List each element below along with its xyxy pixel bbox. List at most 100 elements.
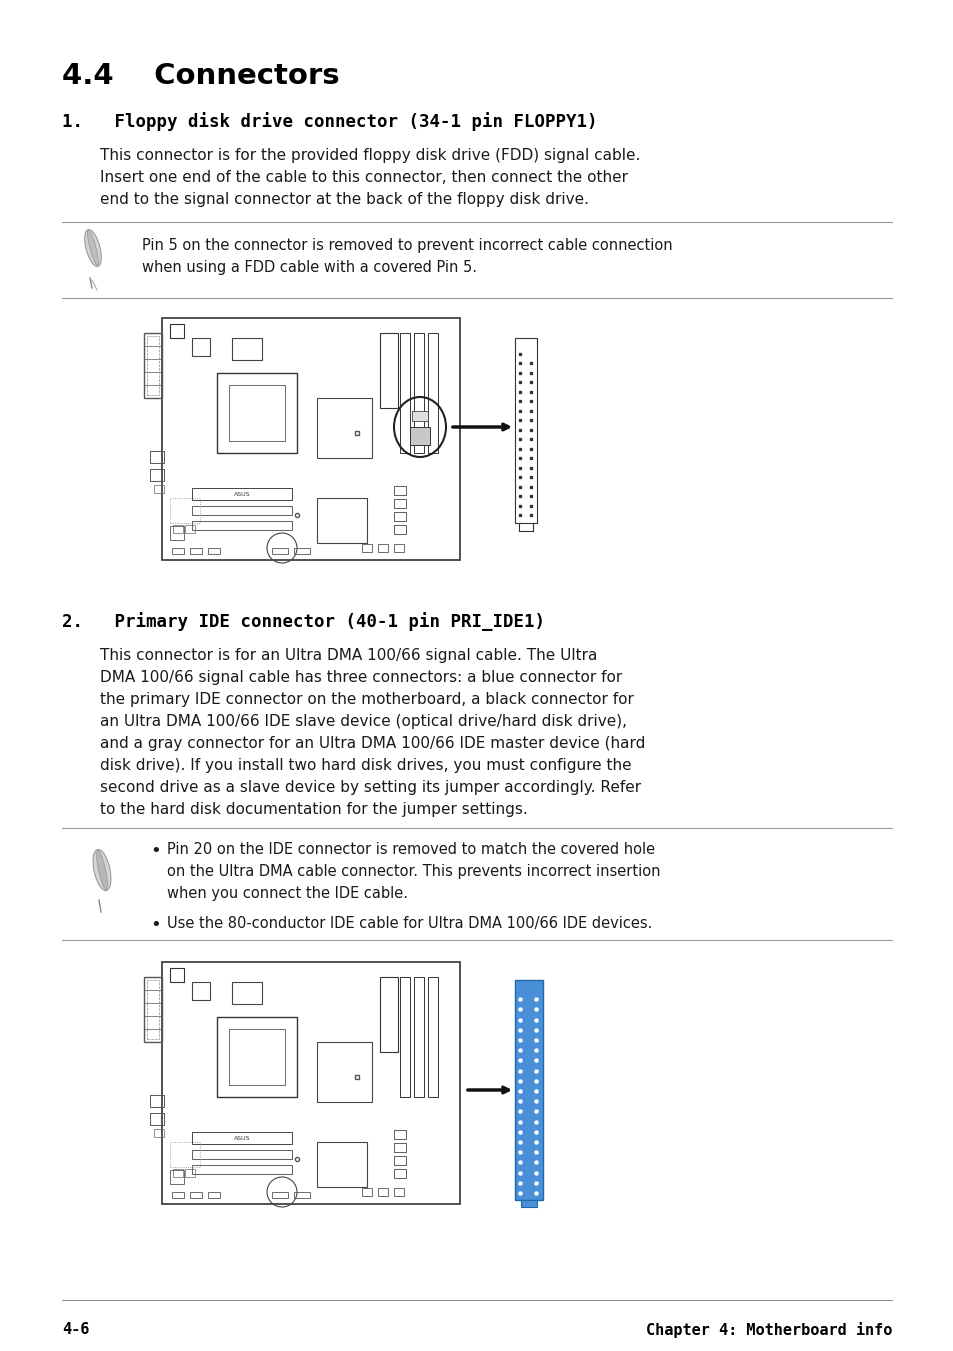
Bar	[192, 488, 292, 500]
Ellipse shape	[85, 230, 101, 266]
Bar	[272, 549, 288, 554]
Bar	[216, 1017, 296, 1097]
Text: 1.   Floppy disk drive connector (34-1 pin FLOPPY1): 1. Floppy disk drive connector (34-1 pin…	[62, 112, 597, 131]
Bar	[361, 1188, 372, 1196]
Text: an Ultra DMA 100/66 IDE slave device (optical drive/hard disk drive),: an Ultra DMA 100/66 IDE slave device (op…	[100, 713, 626, 730]
Bar	[316, 499, 367, 543]
Text: ASUS: ASUS	[233, 492, 250, 497]
Bar	[170, 969, 184, 982]
Text: Pin 20 on the IDE connector is removed to match the covered hole: Pin 20 on the IDE connector is removed t…	[167, 842, 655, 857]
Text: Use the 80-conductor IDE cable for Ultra DMA 100/66 IDE devices.: Use the 80-conductor IDE cable for Ultra…	[167, 916, 652, 931]
Text: Chapter 4: Motherboard info: Chapter 4: Motherboard info	[645, 1323, 891, 1337]
Text: DMA 100/66 signal cable has three connectors: a blue connector for: DMA 100/66 signal cable has three connec…	[100, 670, 621, 685]
Bar	[399, 332, 410, 453]
Bar	[428, 332, 437, 453]
Text: disk drive). If you install two hard disk drives, you must configure the: disk drive). If you install two hard dis…	[100, 758, 631, 773]
Bar	[192, 1165, 292, 1174]
Bar	[515, 338, 537, 523]
Bar	[172, 1192, 184, 1198]
Bar	[316, 399, 372, 458]
Text: when you connect the IDE cable.: when you connect the IDE cable.	[167, 886, 408, 901]
Text: second drive as a slave device by setting its jumper accordingly. Refer: second drive as a slave device by settin…	[100, 780, 640, 794]
Bar	[150, 1096, 164, 1106]
Bar	[232, 982, 262, 1004]
Bar	[192, 1132, 292, 1144]
Text: the primary IDE connector on the motherboard, a black connector for: the primary IDE connector on the motherb…	[100, 692, 633, 707]
Bar	[147, 979, 159, 1039]
Bar	[394, 1156, 406, 1165]
Bar	[192, 982, 210, 1000]
Bar	[144, 977, 162, 1042]
Text: •: •	[150, 842, 161, 861]
Bar	[208, 549, 220, 554]
Bar	[229, 385, 285, 440]
Bar	[394, 1129, 406, 1139]
Text: 4.4    Connectors: 4.4 Connectors	[62, 62, 339, 91]
Bar	[147, 336, 159, 394]
Bar	[394, 486, 406, 494]
Bar	[185, 526, 194, 534]
Bar	[316, 1042, 372, 1102]
Bar	[170, 1170, 184, 1183]
Bar	[208, 1192, 220, 1198]
Text: Pin 5 on the connector is removed to prevent incorrect cable connection: Pin 5 on the connector is removed to pre…	[142, 238, 672, 253]
Bar	[192, 338, 210, 357]
Bar	[170, 1142, 200, 1167]
Bar	[428, 977, 437, 1097]
Bar	[377, 1188, 388, 1196]
Bar	[294, 1192, 310, 1198]
Bar	[294, 549, 310, 554]
Text: to the hard disk documentation for the jumper settings.: to the hard disk documentation for the j…	[100, 802, 527, 817]
Bar	[185, 1169, 194, 1177]
Bar	[170, 499, 200, 523]
Bar	[232, 338, 262, 359]
Bar	[379, 332, 397, 408]
Bar	[216, 373, 296, 453]
Text: on the Ultra DMA cable connector. This prevents incorrect insertion: on the Ultra DMA cable connector. This p…	[167, 865, 659, 880]
Text: when using a FDD cable with a covered Pin 5.: when using a FDD cable with a covered Pi…	[142, 259, 476, 276]
Bar	[414, 332, 423, 453]
Bar	[192, 1150, 292, 1159]
Bar	[150, 1113, 164, 1125]
Bar	[361, 544, 372, 553]
Bar	[414, 977, 423, 1097]
Bar	[520, 1200, 537, 1206]
Bar	[172, 549, 184, 554]
Bar	[379, 977, 397, 1052]
Bar	[515, 979, 542, 1200]
Text: 4-6: 4-6	[62, 1323, 90, 1337]
Bar	[170, 324, 184, 338]
Bar	[150, 469, 164, 481]
Bar	[172, 1169, 183, 1177]
Bar	[377, 544, 388, 553]
Bar	[144, 332, 162, 399]
Bar	[190, 1192, 202, 1198]
Bar	[410, 427, 430, 444]
Bar	[394, 499, 406, 508]
Bar	[394, 544, 403, 553]
Bar	[399, 977, 410, 1097]
Bar	[412, 411, 428, 422]
Bar	[394, 512, 406, 521]
Bar	[272, 1192, 288, 1198]
Text: end to the signal connector at the back of the floppy disk drive.: end to the signal connector at the back …	[100, 192, 588, 207]
Text: and a gray connector for an Ultra DMA 100/66 IDE master device (hard: and a gray connector for an Ultra DMA 10…	[100, 736, 644, 751]
Bar	[153, 1129, 164, 1138]
Bar	[394, 1188, 403, 1196]
Text: This connector is for an Ultra DMA 100/66 signal cable. The Ultra: This connector is for an Ultra DMA 100/6…	[100, 648, 597, 663]
Bar	[394, 1143, 406, 1152]
Text: ASUS: ASUS	[233, 1135, 250, 1140]
Bar	[150, 451, 164, 463]
Ellipse shape	[93, 850, 111, 890]
Ellipse shape	[88, 231, 98, 265]
Bar	[162, 317, 459, 561]
Ellipse shape	[96, 850, 108, 889]
Bar	[162, 962, 459, 1204]
Text: •: •	[150, 916, 161, 934]
Bar	[153, 485, 164, 493]
Bar	[192, 521, 292, 530]
Bar	[170, 526, 184, 540]
Bar	[172, 526, 183, 534]
Bar	[394, 526, 406, 534]
Bar	[229, 1029, 285, 1085]
